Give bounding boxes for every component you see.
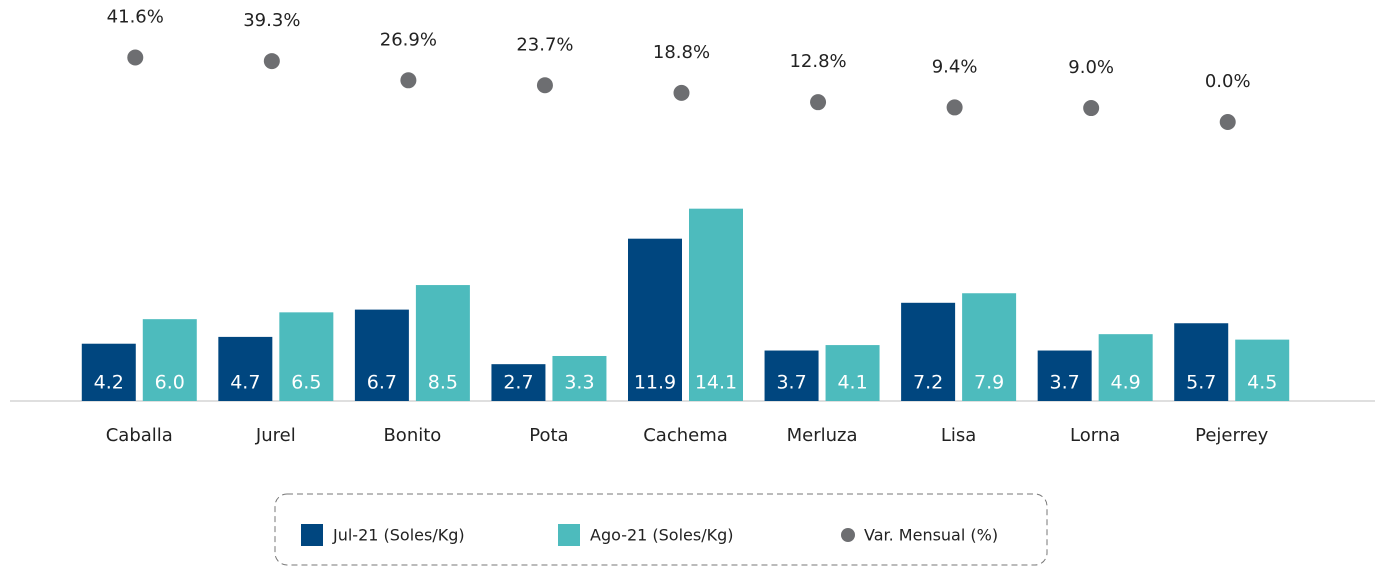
bar xyxy=(552,355,607,401)
legend-marker xyxy=(841,528,855,542)
dot xyxy=(127,49,144,66)
value-label: 18.8% xyxy=(653,42,710,63)
bar xyxy=(825,345,880,401)
bar xyxy=(1098,334,1153,401)
bar xyxy=(218,336,273,401)
bar xyxy=(1174,323,1229,401)
dot xyxy=(400,72,417,89)
x-tick-label: Pota xyxy=(529,425,568,446)
bar xyxy=(628,238,682,401)
value-label: 0.0% xyxy=(1205,71,1251,92)
x-tick-label: Pejerrey xyxy=(1195,425,1269,446)
x-tick-label: Caballa xyxy=(106,425,173,446)
value-label: 5.7 xyxy=(1186,372,1216,394)
value-label: 6.0 xyxy=(155,372,185,394)
x-tick-label: Cachema xyxy=(643,425,728,446)
value-label: 4.7 xyxy=(230,372,260,394)
bar xyxy=(491,364,546,401)
value-label: 6.7 xyxy=(367,372,397,394)
value-label: 3.7 xyxy=(776,372,806,394)
bar xyxy=(901,302,956,401)
x-tick-label: Lisa xyxy=(941,425,976,446)
value-label: 7.2 xyxy=(913,372,943,394)
legend-label: Jul-21 (Soles/Kg) xyxy=(332,526,465,545)
value-label: 4.2 xyxy=(94,372,124,394)
value-label: 4.1 xyxy=(837,372,867,394)
x-tick-label: Merluza xyxy=(787,425,858,446)
dot xyxy=(673,84,690,101)
dot xyxy=(1219,114,1236,130)
value-label: 6.5 xyxy=(291,372,321,394)
bar xyxy=(354,309,409,401)
dot xyxy=(536,77,553,94)
dot xyxy=(946,99,963,116)
dot xyxy=(810,94,827,111)
value-label: 3.3 xyxy=(564,372,594,394)
legend-marker xyxy=(558,524,580,546)
value-label: 11.9 xyxy=(634,372,676,394)
bar xyxy=(142,319,197,401)
value-label: 4.5 xyxy=(1247,372,1277,394)
legend-box xyxy=(274,493,1048,566)
value-label: 3.7 xyxy=(1050,372,1080,394)
legend-label: Ago-21 (Soles/Kg) xyxy=(590,526,734,545)
bar xyxy=(279,312,334,401)
legend-marker xyxy=(301,524,323,546)
legend-label: Var. Mensual (%) xyxy=(864,526,998,545)
dot xyxy=(263,53,280,70)
bar xyxy=(962,293,1017,401)
x-tick-label: Lorna xyxy=(1070,425,1120,446)
value-label: 9.4% xyxy=(932,56,978,77)
dot xyxy=(1083,100,1100,117)
bar xyxy=(1235,339,1290,401)
value-label: 8.5 xyxy=(428,372,458,394)
value-label: 9.0% xyxy=(1068,57,1114,78)
value-label: 2.7 xyxy=(503,372,533,394)
value-label: 26.9% xyxy=(380,29,437,50)
value-label: 41.6% xyxy=(107,7,164,28)
bar xyxy=(1037,350,1092,401)
bar xyxy=(689,208,743,401)
x-tick-label: Jurel xyxy=(255,425,296,446)
value-label: 12.8% xyxy=(789,51,846,72)
value-label: 39.3% xyxy=(243,10,300,31)
value-label: 23.7% xyxy=(516,34,573,55)
bar xyxy=(415,285,470,401)
bar xyxy=(81,343,136,401)
bar xyxy=(764,350,819,401)
x-tick-label: Bonito xyxy=(383,425,441,446)
value-label: 14.1 xyxy=(695,372,737,394)
value-label: 7.9 xyxy=(974,372,1004,394)
value-label: 4.9 xyxy=(1111,372,1141,394)
